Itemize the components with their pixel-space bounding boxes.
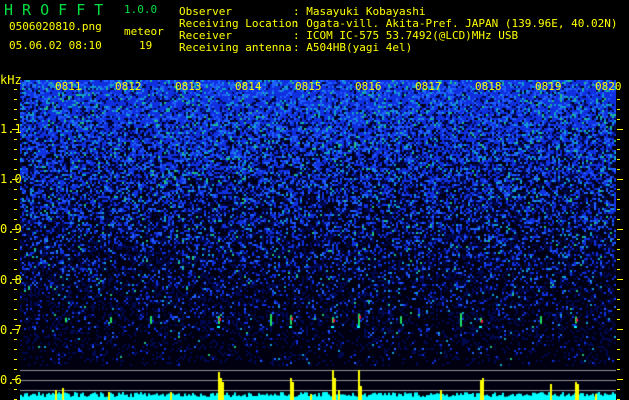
tick-mark — [617, 379, 623, 380]
freq-tick-label: 0.9 — [0, 222, 22, 237]
tick-mark — [617, 389, 620, 390]
tick-mark — [617, 169, 620, 170]
tick-mark — [14, 109, 17, 110]
spectrogram — [20, 80, 616, 400]
tick-mark — [12, 379, 18, 380]
tick-mark — [12, 129, 18, 130]
time-tick-label: 0819 — [535, 80, 562, 93]
time-tick-label: 0817 — [415, 80, 442, 93]
tick-mark — [14, 209, 17, 210]
freq-tick-label: 1.1 — [0, 122, 22, 136]
time-tick-label: 0816 — [355, 80, 382, 93]
tick-mark — [617, 89, 620, 90]
time-tick-label: 0813 — [175, 80, 202, 93]
info-label: Observer — [179, 5, 232, 18]
info-label: Receiver — [179, 29, 232, 42]
right-axis-ticks — [617, 89, 623, 400]
freq-tick-label: 0.6 — [0, 373, 22, 387]
app-version: 1.0.0 — [124, 3, 158, 16]
tick-mark — [12, 279, 18, 280]
time-tick-label: 0814 — [235, 80, 262, 93]
tick-mark — [617, 279, 623, 280]
tick-mark — [12, 179, 18, 180]
tick-mark — [617, 229, 623, 230]
freq-axis-ticks — [12, 89, 18, 400]
tick-mark — [14, 89, 17, 90]
tick-mark — [14, 159, 17, 160]
tick-mark — [14, 99, 17, 100]
freq-tick-label: 1.0 — [0, 172, 22, 187]
tick-mark — [14, 259, 17, 260]
tick-mark — [617, 269, 620, 270]
tick-mark — [617, 329, 623, 330]
tick-mark — [12, 329, 18, 330]
tick-mark — [14, 269, 17, 270]
meteor-label: meteor — [124, 25, 164, 38]
tick-mark — [617, 299, 620, 300]
freq-tick-label: 0.7 — [0, 322, 22, 337]
tick-mark — [617, 149, 620, 150]
tick-mark — [14, 299, 17, 300]
info-label: Receiving antenna — [179, 41, 292, 54]
file-name: 0506020810.png — [9, 20, 102, 33]
axis-unit: kHz — [0, 73, 22, 87]
time-tick-label: 0815 — [295, 80, 322, 93]
info-value: : Masayuki Kobayashi — [293, 5, 426, 18]
tick-mark — [617, 189, 620, 190]
tick-mark — [617, 159, 620, 160]
tick-mark — [14, 289, 17, 290]
tick-mark — [14, 309, 17, 310]
tick-mark — [617, 199, 620, 200]
tick-mark — [14, 199, 17, 200]
tick-mark — [14, 339, 17, 340]
time-tick-label: 0818 — [475, 80, 502, 93]
time-tick-label: 0820 — [595, 80, 622, 93]
tick-mark — [14, 249, 17, 250]
tick-mark — [617, 359, 620, 360]
tick-mark — [617, 139, 620, 140]
tick-mark — [617, 259, 620, 260]
file-datetime: 05.06.02 08:10 — [9, 39, 102, 52]
tick-mark — [14, 169, 17, 170]
tick-mark — [14, 119, 17, 120]
tick-mark — [14, 369, 17, 370]
time-tick-label: 0811 — [55, 80, 82, 93]
tick-mark — [617, 369, 620, 370]
tick-mark — [14, 319, 17, 320]
tick-mark — [617, 129, 623, 130]
tick-mark — [14, 239, 17, 240]
tick-mark — [617, 219, 620, 220]
tick-mark — [617, 289, 620, 290]
time-tick-label: 0812 — [115, 80, 142, 93]
meteor-count: 19 — [139, 39, 153, 52]
tick-mark — [617, 309, 620, 310]
tick-mark — [617, 349, 620, 350]
tick-mark — [617, 239, 620, 240]
tick-mark — [617, 119, 620, 120]
info-value: : Ogata-vill. Akita-Pref. JAPAN (139.96E… — [293, 17, 618, 30]
tick-mark — [617, 209, 620, 210]
info-label: Receiving Location — [179, 17, 299, 30]
tick-mark — [617, 179, 623, 180]
tick-mark — [617, 319, 620, 320]
tick-mark — [14, 189, 17, 190]
tick-mark — [14, 149, 17, 150]
tick-mark — [14, 349, 17, 350]
freq-tick-label: 0.8 — [0, 272, 22, 287]
tick-mark — [12, 229, 18, 230]
tick-mark — [14, 359, 17, 360]
tick-mark — [14, 219, 17, 220]
info-value: : ICOM IC-575 53.7492(@LCD)MHz USB — [293, 29, 519, 42]
tick-mark — [617, 109, 620, 110]
tick-mark — [14, 139, 17, 140]
tick-mark — [14, 389, 17, 390]
tick-mark — [617, 249, 620, 250]
app-title: H R O F F T — [4, 1, 104, 19]
tick-mark — [617, 339, 620, 340]
tick-mark — [617, 99, 620, 100]
info-value: : A504HB(yagi 4el) — [293, 41, 413, 54]
